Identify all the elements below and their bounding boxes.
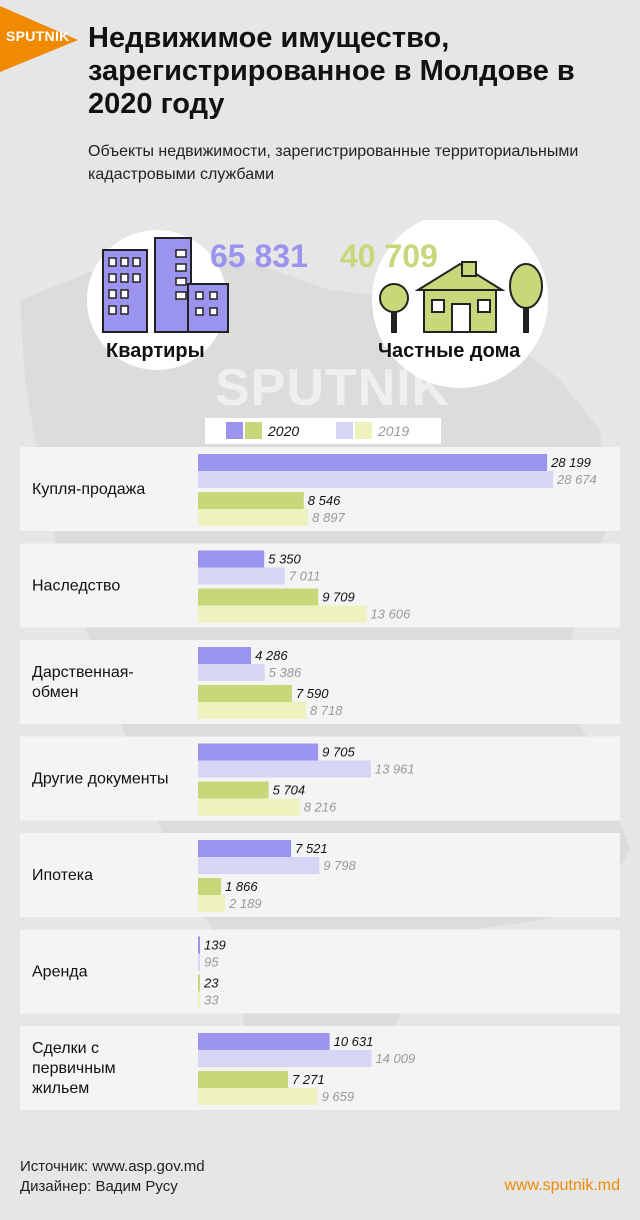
bar-apartments_2020 [198, 936, 200, 954]
bar-houses_2020 [198, 781, 269, 799]
bar-apartments_2019 [198, 567, 285, 585]
data-label: 95 [204, 955, 219, 970]
bar-houses_2019 [198, 895, 226, 912]
bar-houses_2020 [198, 685, 292, 702]
bar-apartments_2020 [198, 840, 292, 857]
data-label: 5 350 [268, 552, 301, 567]
bar-houses_2019 [198, 509, 309, 526]
bar-apartments_2019 [198, 664, 265, 681]
data-label: 7 521 [295, 841, 328, 856]
designer-text: Дизайнер: Вадим Русу [20, 1178, 178, 1195]
bar-apartments_2019 [198, 1050, 372, 1067]
data-label: 9 709 [322, 590, 355, 605]
apartments-total: 65 831 [210, 238, 308, 274]
bar-houses_2019 [198, 798, 300, 816]
data-label: 1 866 [225, 879, 258, 894]
data-label: 13 961 [375, 762, 415, 777]
data-label: 8 216 [304, 800, 337, 815]
bar-houses_2020 [198, 974, 200, 992]
data-label: 7 590 [296, 686, 329, 701]
bar-houses_2019 [198, 605, 367, 623]
category-panel [20, 833, 620, 917]
category-label: Другие документы [32, 771, 168, 788]
data-label: 7 011 [289, 569, 321, 584]
sputnik-logo[interactable] [0, 0, 78, 78]
legend-swatch-apartments-2020 [226, 422, 243, 439]
bar-apartments_2020 [198, 1033, 330, 1050]
houses-total: 40 709 [340, 238, 438, 274]
category-label: Сделки с [32, 1040, 99, 1057]
legend-swatch-houses-2020 [245, 422, 262, 439]
bar-houses_2019 [198, 1088, 318, 1105]
data-label: 5 704 [273, 783, 306, 798]
data-label: 5 386 [269, 665, 302, 680]
category-label: Дарственная- [32, 664, 134, 681]
bar-apartments_2019 [198, 953, 200, 971]
bar-apartments_2020 [198, 454, 548, 471]
data-label: 139 [204, 938, 226, 953]
category-label: Наследство [32, 578, 120, 595]
category-label: обмен [32, 684, 78, 701]
data-label: 9 798 [323, 858, 356, 873]
category-label: первичным [32, 1060, 116, 1077]
houses-label: Частные дома [378, 340, 521, 362]
legend-label-2019: 2019 [378, 423, 410, 439]
category-label: жильем [32, 1080, 89, 1097]
bar-houses_2020 [198, 588, 319, 606]
apartment-building-icon [102, 237, 229, 333]
category-panel [20, 929, 620, 1014]
data-label: 8 718 [310, 703, 343, 718]
page-title: Недвижимое имущество, зарегистрированное… [88, 22, 575, 120]
category-panel [20, 640, 620, 724]
site-link[interactable]: www.sputnik.md [504, 1177, 620, 1194]
watermark-text: SPUTNIK [215, 359, 451, 417]
category-label: Ипотека [32, 867, 93, 884]
apartments-label: Квартиры [106, 340, 205, 362]
data-label: 28 199 [550, 455, 591, 470]
data-label: 8 897 [312, 510, 345, 525]
data-label: 28 674 [556, 472, 597, 487]
chart-legend: 2020 2019 [205, 418, 441, 444]
bar-houses_2019 [198, 702, 306, 719]
bar-houses_2020 [198, 492, 304, 509]
summary-icons [87, 220, 548, 388]
bar-apartments_2020 [198, 743, 319, 761]
bar-houses_2020 [198, 1071, 289, 1088]
legend-swatch-houses-2019 [355, 422, 372, 439]
legend-swatch-apartments-2019 [336, 422, 353, 439]
page-subtitle: Объекты недвижимости, зарегистрированные… [88, 143, 579, 183]
data-label: 23 [203, 976, 219, 991]
house-with-trees-icon [379, 261, 543, 333]
bar-apartments_2019 [198, 760, 371, 778]
bar-apartments_2019 [198, 471, 553, 488]
data-label: 9 659 [322, 1089, 355, 1104]
bar-houses_2020 [198, 878, 222, 895]
category-panel [20, 736, 620, 821]
bar-apartments_2019 [198, 857, 320, 874]
legend-label-2020: 2020 [268, 423, 300, 439]
bar-houses_2019 [198, 991, 200, 1009]
data-label: 7 271 [292, 1072, 325, 1087]
data-label: 14 009 [375, 1051, 415, 1066]
data-label: 9 705 [322, 745, 355, 760]
data-label: 33 [204, 993, 219, 1008]
logo-text: SPUTNIK [6, 28, 70, 44]
source-text: Источник: www.asp.gov.md [20, 1158, 205, 1175]
data-label: 13 606 [370, 607, 411, 622]
data-label: 10 631 [334, 1034, 374, 1049]
bar-apartments_2020 [198, 647, 252, 664]
data-label: 4 286 [255, 648, 288, 663]
bar-apartments_2020 [198, 550, 265, 568]
data-label: 2 189 [228, 896, 262, 911]
data-label: 8 546 [308, 493, 341, 508]
category-label: Купля-продажа [32, 481, 145, 498]
category-label: Аренда [32, 964, 88, 981]
